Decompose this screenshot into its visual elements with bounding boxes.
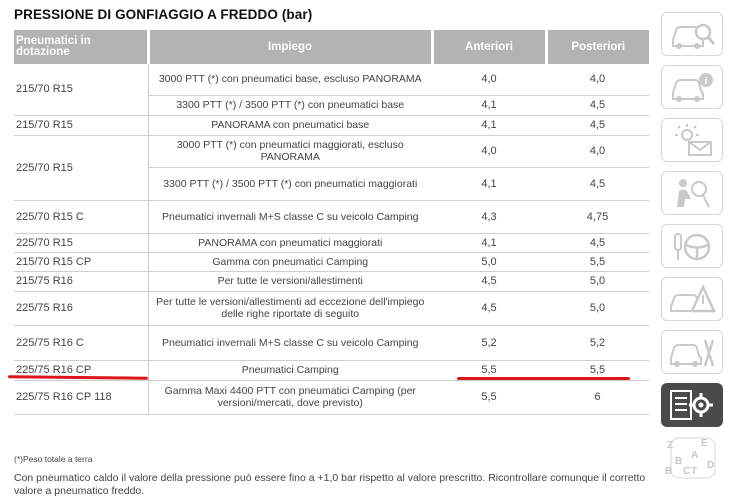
table-row: 215/70 R15 3000 PTT (*) con pneumatici b… xyxy=(14,64,649,116)
tyre-cell: 225/75 R16 CP 118 xyxy=(14,380,148,415)
table-row: 3300 PTT (*) / 3500 PTT (*) con pneumati… xyxy=(14,167,649,201)
alpha-letter: C xyxy=(683,466,691,477)
header-tyres: Pneumatici in dotazione xyxy=(14,30,150,64)
alpha-letter: Z xyxy=(667,440,674,451)
rear-cell: 4,5 xyxy=(546,115,649,136)
front-cell: 4,1 xyxy=(432,167,546,201)
sidebar-tab-specifications[interactable] xyxy=(661,383,723,427)
tyre-cell: 215/75 R16 xyxy=(14,271,148,292)
header-rear: Posteriori xyxy=(544,30,649,64)
front-cell: 4,1 xyxy=(432,115,546,136)
rear-cell: 5,2 xyxy=(546,325,649,361)
alpha-letter: E xyxy=(701,438,708,449)
table-row: 225/75 R16 Per tutte le versioni/allesti… xyxy=(14,291,649,326)
alpha-letter: T xyxy=(691,466,698,477)
sidebar-tab-safety[interactable] xyxy=(661,171,723,215)
table-row: 215/70 R15 CP Gamma con pneumatici Campi… xyxy=(14,252,649,272)
use-cell: 3300 PTT (*) / 3500 PTT (*) con pneumati… xyxy=(147,167,432,201)
use-cell: PANORAMA con pneumatici base xyxy=(147,115,432,136)
footnote: (*)Peso totale a terra xyxy=(14,454,93,464)
use-cell: Per tutte le versioni/allestimenti ad ec… xyxy=(147,291,432,326)
alpha-letter: A xyxy=(691,450,699,461)
front-cell: 4,5 xyxy=(432,291,546,326)
table-row: 215/70 R15 PANORAMA con pneumatici base … xyxy=(14,115,649,136)
rear-cell: 5,0 xyxy=(546,291,649,326)
hot-tyre-note: Con pneumatico caldo il valore della pre… xyxy=(14,472,646,497)
rear-cell: 4,0 xyxy=(546,64,649,96)
use-cell: Pneumatici Camping xyxy=(147,360,432,381)
rear-cell: 5,5 xyxy=(546,252,649,272)
car-tools-icon xyxy=(670,339,715,367)
tyre-cell: 215/70 R15 xyxy=(14,115,148,136)
rear-cell: 4,5 xyxy=(546,95,649,116)
use-cell: Gamma con pneumatici Camping xyxy=(147,252,432,272)
tyre-cell: 225/70 R15 C xyxy=(14,200,148,234)
header-use: Impiego xyxy=(146,30,434,64)
use-cell: 3300 PTT (*) / 3500 PTT (*) con pneumati… xyxy=(147,95,432,116)
alpha-letter: B xyxy=(665,466,673,477)
sidebar-tab-warning-lights[interactable] xyxy=(661,118,723,162)
sidebar-tab-instruments[interactable]: i xyxy=(661,65,723,109)
warning-lights-icon xyxy=(675,124,712,156)
tyre-cell: 215/70 R15 xyxy=(14,64,148,116)
use-cell: Per tutte le versioni/allestimenti xyxy=(147,271,432,292)
highlight-underline-values xyxy=(457,377,630,380)
front-cell: 4,1 xyxy=(432,95,546,116)
rear-cell: 4,0 xyxy=(546,135,649,168)
front-cell: 4,3 xyxy=(432,200,546,234)
front-cell: 5,2 xyxy=(432,325,546,361)
sidebar-tab-emergency[interactable] xyxy=(661,277,723,321)
tyre-cell: 225/75 R16 xyxy=(14,291,148,326)
rear-cell: 4,5 xyxy=(546,167,649,201)
front-cell: 4,0 xyxy=(432,135,546,168)
table-row: 225/70 R15 PANORAMA con pneumatici maggi… xyxy=(14,233,649,253)
tyre-cell: 225/70 R15 xyxy=(14,135,148,201)
rear-cell: 4,75 xyxy=(546,200,649,234)
front-cell: 4,0 xyxy=(432,64,546,96)
rear-cell: 4,5 xyxy=(546,233,649,253)
alpha-letter: D xyxy=(707,460,715,471)
front-cell: 5,0 xyxy=(432,252,546,272)
tyre-pressure-table: Pneumatici in dotazione Impiego Anterior… xyxy=(14,30,649,415)
sidebar-tab-knowing-vehicle[interactable] xyxy=(661,12,723,56)
table-row: 3300 PTT (*) / 3500 PTT (*) con pneumati… xyxy=(14,95,649,116)
front-cell: 5,5 xyxy=(432,380,546,415)
use-cell: 3000 PTT (*) con pneumatici base, esclus… xyxy=(147,64,432,96)
sidebar-tab-index[interactable]: Z B E A B C T D xyxy=(661,436,723,480)
car-warning-triangle-icon xyxy=(670,283,716,313)
table-header-row: Pneumatici in dotazione Impiego Anterior… xyxy=(14,30,649,64)
alphabet-index-icon xyxy=(670,437,716,479)
svg-text:i: i xyxy=(705,76,708,87)
table-row: 215/75 R16 Per tutte le versioni/allesti… xyxy=(14,271,649,292)
sidebar-tab-starting-driving[interactable] xyxy=(661,224,723,268)
use-cell: Gamma Maxi 4400 PTT con pneumatici Campi… xyxy=(147,380,432,415)
use-cell: 3000 PTT (*) con pneumatici maggiorati, … xyxy=(147,135,432,168)
table-row: 225/70 R15 3000 PTT (*) con pneumatici m… xyxy=(14,135,649,201)
use-cell: PANORAMA con pneumatici maggiorati xyxy=(147,233,432,253)
front-cell: 4,1 xyxy=(432,233,546,253)
tyre-cell: 215/70 R15 CP xyxy=(14,252,148,272)
chapter-sidebar: i xyxy=(661,12,723,480)
steering-key-icon xyxy=(674,233,711,261)
specifications-gear-icon xyxy=(670,390,713,420)
tyre-cell: 225/70 R15 xyxy=(14,233,148,253)
use-cell: Pneumatici invernali M+S classe C su vei… xyxy=(147,325,432,361)
rear-cell: 6 xyxy=(546,380,649,415)
sidebar-tab-maintenance[interactable] xyxy=(661,330,723,374)
table-row: 225/75 R16 CP 118 Gamma Maxi 4400 PTT co… xyxy=(14,380,649,415)
tyre-cell: 225/75 R16 C xyxy=(14,325,148,361)
use-cell: Pneumatici invernali M+S classe C su vei… xyxy=(147,200,432,234)
table-row: 225/75 R16 CP Pneumatici Camping 5,5 5,5 xyxy=(14,360,649,381)
page-title: PRESSIONE DI GONFIAGGIO A FREDDO (bar) xyxy=(14,7,313,22)
rear-cell: 5,0 xyxy=(546,271,649,292)
alpha-letter: B xyxy=(675,456,683,467)
car-search-icon xyxy=(672,23,716,49)
front-cell: 4,5 xyxy=(432,271,546,292)
table-row: 225/75 R16 C Pneumatici invernali M+S cl… xyxy=(14,325,649,361)
car-info-icon: i xyxy=(672,73,713,102)
airbag-safety-icon xyxy=(677,179,710,208)
table-row: 225/70 R15 C Pneumatici invernali M+S cl… xyxy=(14,200,649,234)
header-front: Anteriori xyxy=(430,30,548,64)
